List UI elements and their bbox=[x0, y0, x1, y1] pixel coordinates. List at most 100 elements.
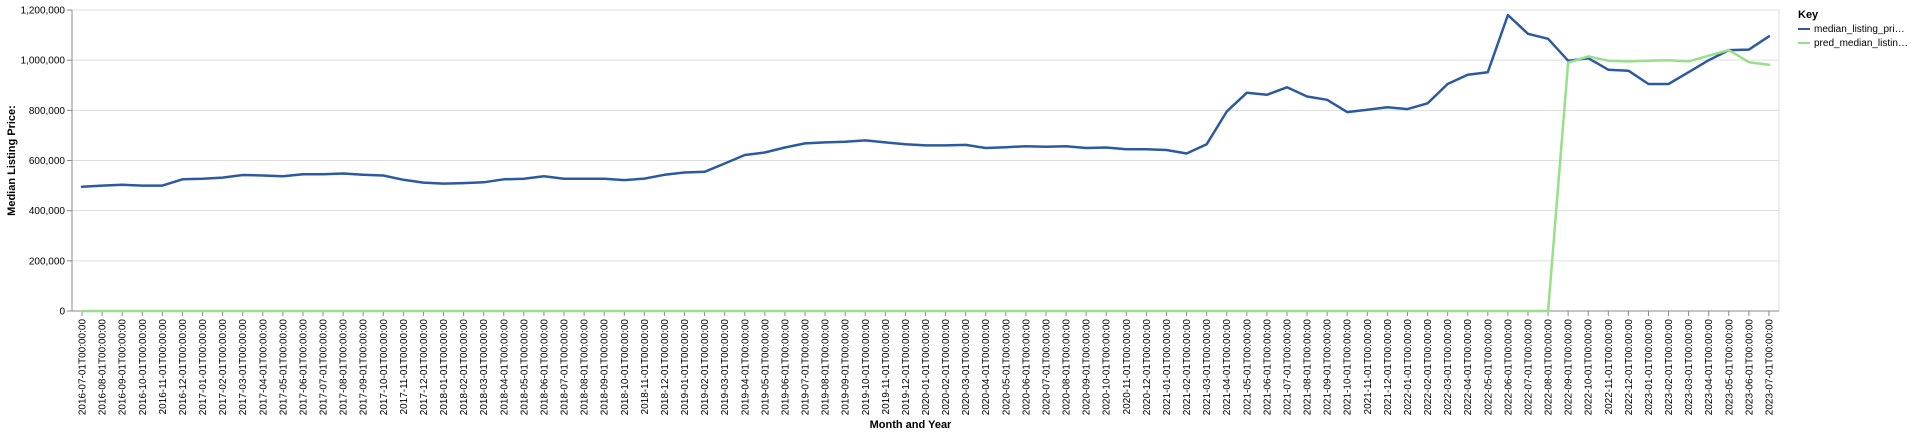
y-axis-ticks: 0 200,000 400,000 600,000 800,000 1,000,000 1,… bbox=[21, 6, 72, 318]
x-tick-label: 2016-10-01T00:00:00 bbox=[138, 319, 149, 416]
series-2 bbox=[80, 48, 1771, 313]
x-tick-label: 2019-06-01T00:00:00 bbox=[780, 319, 791, 416]
x-tick-label: 2023-05-01T00:00:00 bbox=[1724, 319, 1735, 416]
x-tick-label: 2021-11-01T00:00:00 bbox=[1363, 319, 1374, 415]
x-tick-label: 2021-06-01T00:00:00 bbox=[1262, 319, 1273, 416]
x-tick-label: 2017-05-01T00:00:00 bbox=[278, 319, 289, 416]
x-axis-title: Month and Year bbox=[870, 419, 952, 431]
x-tick-label: 2022-11-01T00:00:00 bbox=[1604, 319, 1615, 415]
x-tick-label: 2019-04-01T00:00:00 bbox=[740, 319, 751, 416]
x-tick-label: 2017-03-01T00:00:00 bbox=[238, 319, 249, 416]
x-tick-label: 2018-06-01T00:00:00 bbox=[539, 319, 550, 416]
y-tick-label: 1,200,000 bbox=[21, 6, 66, 17]
x-tick-label: 2020-06-01T00:00:00 bbox=[1021, 319, 1032, 416]
x-tick-label: 2018-07-01T00:00:00 bbox=[560, 319, 571, 416]
x-tick-label: 2017-10-01T00:00:00 bbox=[379, 319, 390, 416]
x-tick-label: 2016-08-01T00:00:00 bbox=[98, 319, 109, 416]
x-tick-label: 2021-03-01T00:00:00 bbox=[1202, 319, 1213, 416]
series-line bbox=[80, 48, 1771, 313]
x-tick-label: 2020-05-01T00:00:00 bbox=[1001, 319, 1012, 416]
x-tick-label: 2022-12-01T00:00:00 bbox=[1624, 319, 1635, 416]
x-tick-label: 2017-06-01T00:00:00 bbox=[298, 319, 309, 416]
x-tick-label: 2016-12-01T00:00:00 bbox=[178, 319, 189, 416]
x-tick-label: 2018-10-01T00:00:00 bbox=[620, 319, 631, 416]
x-tick-label: 2022-01-01T00:00:00 bbox=[1403, 319, 1414, 416]
x-tick-label: 2018-04-01T00:00:00 bbox=[499, 319, 510, 416]
x-tick-label: 2023-06-01T00:00:00 bbox=[1744, 319, 1755, 416]
x-tick-label: 2018-08-01T00:00:00 bbox=[580, 319, 591, 416]
x-tick-label: 2020-02-01T00:00:00 bbox=[941, 319, 952, 416]
x-tick-label: 2017-09-01T00:00:00 bbox=[359, 319, 370, 416]
x-tick-label: 2023-03-01T00:00:00 bbox=[1684, 319, 1695, 416]
x-tick-label: 2022-03-01T00:00:00 bbox=[1443, 319, 1454, 416]
x-tick-label: 2021-02-01T00:00:00 bbox=[1182, 319, 1193, 416]
y-tick-label: 800,000 bbox=[29, 106, 66, 117]
y-tick-label: 600,000 bbox=[29, 156, 66, 167]
x-tick-label: 2019-07-01T00:00:00 bbox=[801, 319, 812, 416]
x-tick-label: 2022-09-01T00:00:00 bbox=[1564, 319, 1575, 416]
x-tick-label: 2018-09-01T00:00:00 bbox=[600, 319, 611, 416]
x-tick-label: 2023-01-01T00:00:00 bbox=[1644, 319, 1655, 416]
x-tick-label: 2017-01-01T00:00:00 bbox=[198, 319, 209, 416]
legend: Key median_listing_pri… pred_median_listin… bbox=[1798, 9, 1908, 49]
x-tick-label: 2022-08-01T00:00:00 bbox=[1544, 319, 1555, 416]
x-tick-label: 2019-03-01T00:00:00 bbox=[720, 319, 731, 416]
x-axis-ticks: 2016-07-01T00:00:00 2016-08-01T00:00:00 20… bbox=[78, 311, 1775, 416]
x-tick-label: 2020-03-01T00:00:00 bbox=[961, 319, 972, 416]
x-tick-label: 2023-04-01T00:00:00 bbox=[1704, 319, 1715, 416]
y-axis-title: Median Listing Price: bbox=[6, 105, 18, 216]
y-tick-label: 0 bbox=[59, 307, 65, 318]
x-tick-label: 2018-12-01T00:00:00 bbox=[660, 319, 671, 416]
x-tick-label: 2019-10-01T00:00:00 bbox=[861, 319, 872, 416]
x-tick-label: 2021-01-01T00:00:00 bbox=[1162, 319, 1173, 416]
x-tick-label: 2018-11-01T00:00:00 bbox=[640, 319, 651, 415]
x-tick-label: 2022-06-01T00:00:00 bbox=[1503, 319, 1514, 416]
x-tick-label: 2022-10-01T00:00:00 bbox=[1584, 319, 1595, 416]
x-tick-label: 2022-04-01T00:00:00 bbox=[1463, 319, 1474, 416]
x-tick-label: 2023-02-01T00:00:00 bbox=[1664, 319, 1675, 416]
x-tick-label: 2021-09-01T00:00:00 bbox=[1323, 319, 1334, 416]
x-tick-label: 2018-02-01T00:00:00 bbox=[459, 319, 470, 416]
x-tick-label: 2020-07-01T00:00:00 bbox=[1041, 319, 1052, 416]
x-tick-label: 2017-04-01T00:00:00 bbox=[258, 319, 269, 416]
x-tick-label: 2020-11-01T00:00:00 bbox=[1122, 319, 1133, 415]
x-tick-label: 2019-11-01T00:00:00 bbox=[881, 319, 892, 415]
x-tick-label: 2020-12-01T00:00:00 bbox=[1142, 319, 1153, 416]
x-tick-label: 2019-08-01T00:00:00 bbox=[821, 319, 832, 416]
y-tick-label: 400,000 bbox=[29, 206, 66, 217]
x-tick-label: 2019-05-01T00:00:00 bbox=[760, 319, 771, 416]
x-tick-label: 2016-11-01T00:00:00 bbox=[158, 319, 169, 415]
x-tick-label: 2018-03-01T00:00:00 bbox=[479, 319, 490, 416]
x-tick-label: 2018-01-01T00:00:00 bbox=[439, 319, 450, 416]
x-tick-label: 2021-10-01T00:00:00 bbox=[1343, 319, 1354, 416]
x-tick-label: 2016-09-01T00:00:00 bbox=[118, 319, 129, 416]
x-tick-label: 2021-08-01T00:00:00 bbox=[1303, 319, 1314, 416]
x-tick-label: 2020-08-01T00:00:00 bbox=[1062, 319, 1073, 416]
x-tick-label: 2017-08-01T00:00:00 bbox=[339, 319, 350, 416]
y-gridlines bbox=[72, 9, 1779, 312]
x-tick-label: 2020-10-01T00:00:00 bbox=[1102, 319, 1113, 416]
series-1 bbox=[80, 13, 1771, 189]
x-tick-label: 2017-02-01T00:00:00 bbox=[218, 319, 229, 416]
x-tick-label: 2022-07-01T00:00:00 bbox=[1523, 319, 1534, 416]
x-tick-label: 2019-01-01T00:00:00 bbox=[680, 319, 691, 416]
x-tick-label: 2017-11-01T00:00:00 bbox=[399, 319, 410, 415]
x-tick-label: 2021-07-01T00:00:00 bbox=[1282, 319, 1293, 416]
legend-title: Key bbox=[1798, 9, 1819, 21]
legend-entry-label: median_listing_pri… bbox=[1814, 24, 1905, 35]
y-tick-label: 200,000 bbox=[29, 256, 66, 267]
x-tick-label: 2020-04-01T00:00:00 bbox=[981, 319, 992, 416]
legend-entry-label: pred_median_listin… bbox=[1814, 38, 1908, 49]
x-tick-label: 2021-12-01T00:00:00 bbox=[1383, 319, 1394, 416]
x-tick-label: 2023-07-01T00:00:00 bbox=[1764, 319, 1775, 416]
series-line bbox=[80, 13, 1771, 189]
x-tick-label: 2018-05-01T00:00:00 bbox=[519, 319, 530, 416]
x-tick-label: 2019-12-01T00:00:00 bbox=[901, 319, 912, 416]
x-tick-label: 2022-05-01T00:00:00 bbox=[1483, 319, 1494, 416]
x-tick-label: 2020-01-01T00:00:00 bbox=[921, 319, 932, 416]
x-tick-label: 2016-07-01T00:00:00 bbox=[78, 319, 89, 416]
x-tick-label: 2020-09-01T00:00:00 bbox=[1082, 319, 1093, 416]
y-tick-label: 1,000,000 bbox=[21, 56, 66, 67]
